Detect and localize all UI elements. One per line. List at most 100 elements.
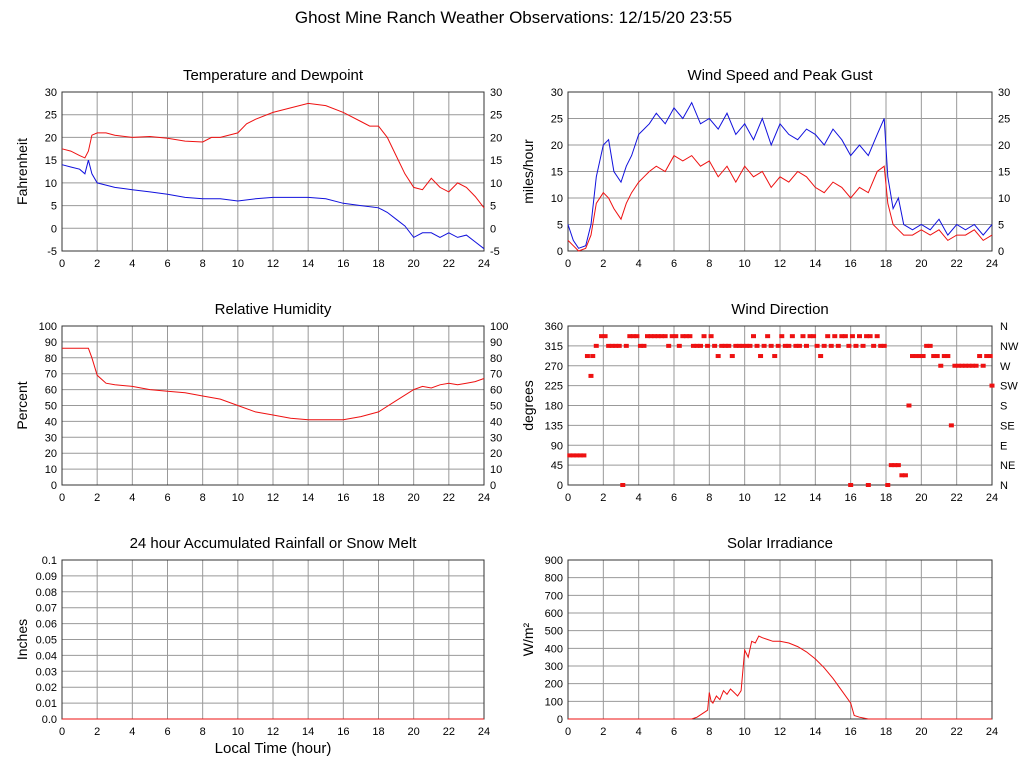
data-point — [634, 334, 640, 339]
data-point — [613, 343, 619, 348]
data-point — [726, 343, 732, 348]
data-point — [645, 334, 650, 339]
data-point — [659, 334, 665, 339]
y-tick-label: 60 — [45, 385, 57, 397]
data-point — [871, 343, 877, 348]
data-point — [705, 343, 711, 348]
data-point — [835, 343, 841, 348]
data-point — [627, 334, 633, 339]
x-tick-label: 22 — [951, 726, 963, 738]
data-point — [606, 343, 612, 348]
data-point — [920, 354, 926, 359]
data-point — [924, 343, 930, 348]
data-point — [832, 334, 838, 339]
x-tick-label: 20 — [915, 258, 927, 270]
y-tick-label-right: -5 — [490, 246, 500, 258]
data-point — [796, 343, 802, 348]
y-tick-label-right: 30 — [998, 87, 1010, 99]
y-tick-label: 90 — [551, 440, 563, 452]
data-point — [662, 334, 668, 339]
x-tick-label: 14 — [302, 726, 314, 738]
x-tick-label: 24 — [478, 258, 490, 270]
data-point — [842, 334, 848, 339]
y-tick-label: 20 — [45, 132, 57, 144]
x-tick-label: 20 — [408, 492, 420, 504]
data-point — [828, 343, 834, 348]
y-tick-label: 10 — [45, 464, 57, 476]
y-tick-label: 25 — [45, 110, 57, 122]
compass-label: S — [1000, 401, 1007, 413]
data-point — [765, 334, 771, 339]
x-tick-label: 22 — [443, 492, 455, 504]
plot-frame — [61, 325, 485, 486]
x-tick-label: 0 — [59, 726, 65, 738]
data-point — [690, 343, 696, 348]
y-tick-label: 15 — [551, 167, 563, 179]
y-tick-label-right: 60 — [490, 385, 502, 397]
y-tick-label: 225 — [545, 381, 563, 393]
data-point — [821, 343, 827, 348]
data-point — [584, 354, 590, 359]
y-tick-label-right: 80 — [490, 353, 502, 365]
y-tick-label: 200 — [545, 679, 563, 691]
y-tick-label: 0 — [557, 714, 563, 726]
data-point — [917, 354, 923, 359]
data-point — [687, 334, 693, 339]
y-tick-label-right: 20 — [490, 132, 502, 144]
x-tick-label: 6 — [164, 726, 170, 738]
x-tick-label: 16 — [337, 258, 349, 270]
x-tick-label: 2 — [94, 258, 100, 270]
y-tick-label: 10 — [551, 193, 563, 205]
y-tick-label: 40 — [45, 416, 57, 428]
y-tick-label: 180 — [545, 401, 563, 413]
x-tick-label: 12 — [267, 492, 279, 504]
y-tick-label: -5 — [47, 246, 57, 258]
data-point — [902, 473, 908, 478]
data-point — [683, 334, 689, 339]
x-tick-label: 6 — [671, 492, 677, 504]
data-point — [913, 354, 919, 359]
x-tick-label: 6 — [164, 492, 170, 504]
data-point — [864, 334, 870, 339]
y-tick-label: 90 — [45, 337, 57, 349]
y-tick-label: 0.03 — [36, 666, 57, 678]
compass-label: SE — [1000, 420, 1015, 432]
y-tick-label: 0.07 — [36, 603, 57, 615]
y-tick-label-right: 20 — [998, 140, 1010, 152]
y-tick-label-right: 30 — [490, 87, 502, 99]
data-point — [602, 334, 608, 339]
data-point — [751, 334, 756, 339]
data-point — [599, 334, 605, 339]
y-tick-label: 30 — [45, 87, 57, 99]
chart-title: Relative Humidity — [215, 301, 332, 318]
data-point — [588, 373, 594, 378]
y-tick-label: 0 — [51, 480, 57, 492]
y-tick-label: 20 — [551, 140, 563, 152]
data-point — [878, 343, 884, 348]
x-tick-label: 24 — [986, 492, 998, 504]
x-tick-label: 14 — [809, 492, 821, 504]
page-title: Ghost Mine Ranch Weather Observations: 1… — [294, 8, 733, 27]
y-tick-label-right: 90 — [490, 337, 502, 349]
y-tick-label: 10 — [45, 178, 57, 190]
y-tick-label: 5 — [557, 220, 563, 232]
data-point — [722, 343, 728, 348]
data-point — [567, 453, 573, 458]
data-point — [849, 334, 855, 339]
x-tick-label: 0 — [565, 258, 571, 270]
data-point — [865, 483, 871, 487]
data-point — [910, 354, 915, 359]
x-tick-label: 10 — [739, 258, 751, 270]
data-point — [652, 334, 658, 339]
y-axis-label: Fahrenheit — [14, 138, 30, 205]
y-axis-label: miles/hour — [520, 139, 536, 204]
data-point — [590, 354, 596, 359]
data-point — [825, 334, 831, 339]
data-point — [786, 343, 792, 348]
x-tick-label: 22 — [951, 492, 963, 504]
data-point — [758, 354, 764, 359]
series-line-red — [62, 347, 485, 421]
y-tick-label: 0 — [557, 246, 563, 258]
y-tick-label-right: 0 — [490, 480, 496, 492]
